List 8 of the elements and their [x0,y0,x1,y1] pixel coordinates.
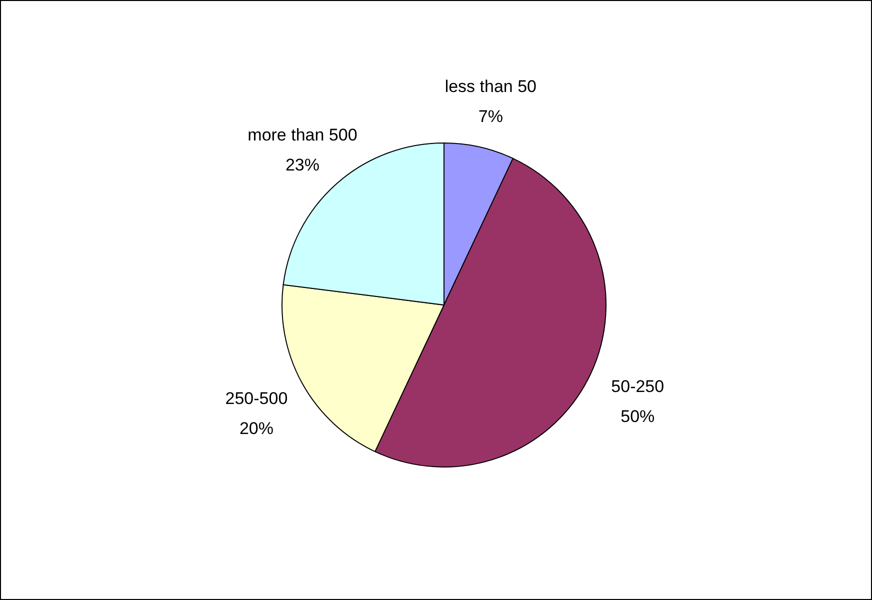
slice-label: 50-250 [611,377,664,396]
data-label: 7% [478,107,503,126]
slice-label: more than 500 [248,125,358,144]
slice-label: less than 50 [444,77,537,96]
data-label: 23% [285,155,320,174]
data-label: 20% [239,419,274,438]
data-label: 50% [620,407,655,426]
slice-label: 250-500 [225,389,288,408]
